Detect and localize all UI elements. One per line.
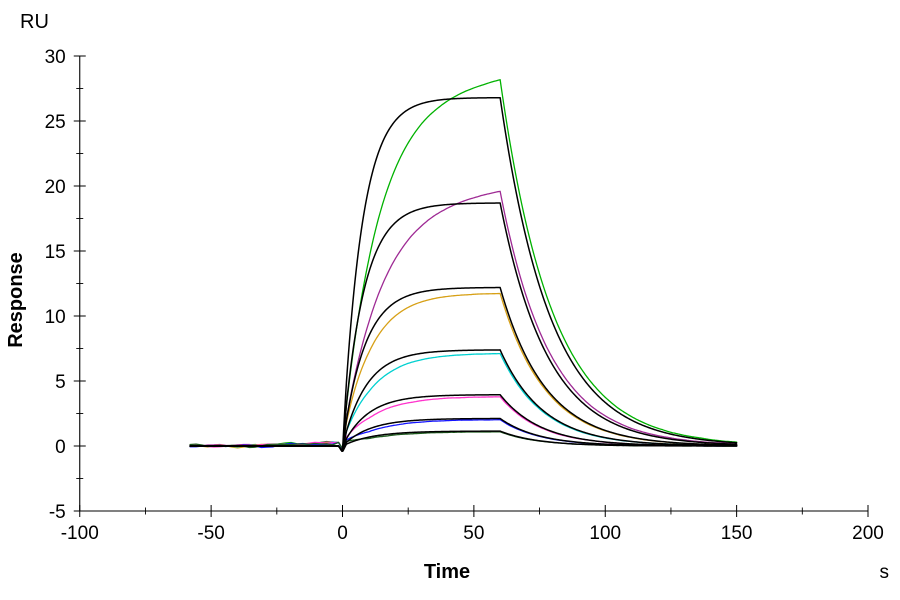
svg-text:-5: -5 bbox=[49, 502, 66, 523]
svg-text:Response: Response bbox=[5, 252, 27, 348]
svg-text:15: 15 bbox=[45, 242, 66, 263]
svg-text:0: 0 bbox=[55, 437, 66, 458]
svg-text:20: 20 bbox=[45, 177, 66, 198]
svg-text:RU: RU bbox=[20, 11, 49, 33]
svg-text:-100: -100 bbox=[61, 523, 99, 544]
svg-text:25: 25 bbox=[45, 112, 66, 133]
svg-text:200: 200 bbox=[852, 523, 884, 544]
svg-text:10: 10 bbox=[45, 307, 66, 328]
svg-text:s: s bbox=[880, 562, 890, 583]
svg-text:100: 100 bbox=[589, 523, 621, 544]
svg-text:30: 30 bbox=[45, 47, 66, 68]
svg-text:0: 0 bbox=[337, 523, 348, 544]
svg-text:5: 5 bbox=[55, 372, 66, 393]
svg-text:-50: -50 bbox=[197, 523, 224, 544]
svg-text:Time: Time bbox=[424, 561, 470, 583]
svg-text:150: 150 bbox=[721, 523, 753, 544]
svg-text:50: 50 bbox=[463, 523, 484, 544]
